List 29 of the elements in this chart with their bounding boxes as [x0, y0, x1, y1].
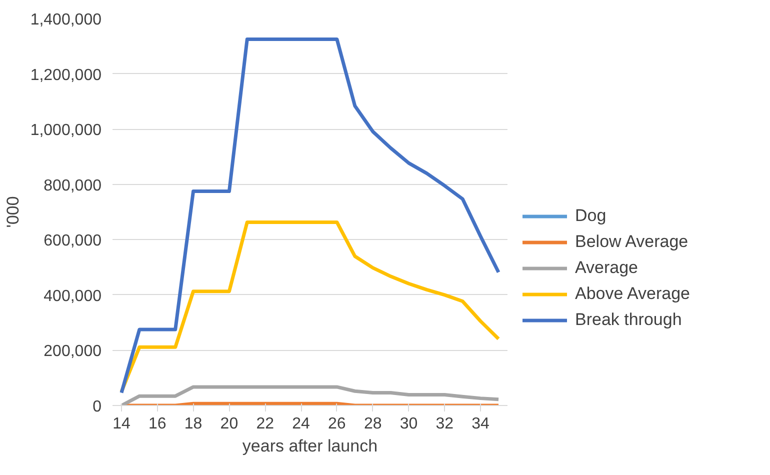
line-series	[120, 385, 500, 406]
y-tick-label: 1,200,000	[30, 66, 102, 84]
x-tick-label: 32	[436, 416, 454, 432]
legend-label: Break through	[575, 310, 682, 330]
y-tick-label: 600,000	[44, 232, 102, 250]
y-tick-label: 1,000,000	[30, 122, 102, 140]
y-tick-label: 0	[92, 398, 102, 416]
y-tick-label: 400,000	[44, 288, 102, 305]
legend-label: Dog	[575, 206, 606, 226]
y-tick-label: 800,000	[44, 177, 102, 194]
y-tick-label: 200,000	[44, 343, 102, 360]
line-series	[120, 220, 500, 394]
legend-label: Below Average	[575, 232, 688, 252]
x-axis-title: years after launch	[242, 436, 378, 456]
y-axis-title: '000	[3, 196, 22, 228]
x-tick-label: 30	[400, 416, 418, 432]
x-tick-label: 26	[328, 416, 346, 432]
legend-label: Above Average	[575, 284, 690, 304]
x-tick-label: 14	[112, 416, 130, 432]
legend-label: Average	[575, 258, 638, 278]
x-tick-label: 28	[364, 416, 382, 432]
x-tick-label: 18	[184, 416, 202, 432]
x-tick-label: 16	[148, 416, 166, 432]
x-tick-label: 24	[292, 416, 310, 432]
x-tick-label: 20	[220, 416, 238, 432]
x-tick-label: 34	[472, 416, 490, 432]
line-series	[120, 37, 500, 395]
x-tick-label: 22	[256, 416, 274, 432]
y-tick-label: 1,400,000	[30, 12, 102, 28]
